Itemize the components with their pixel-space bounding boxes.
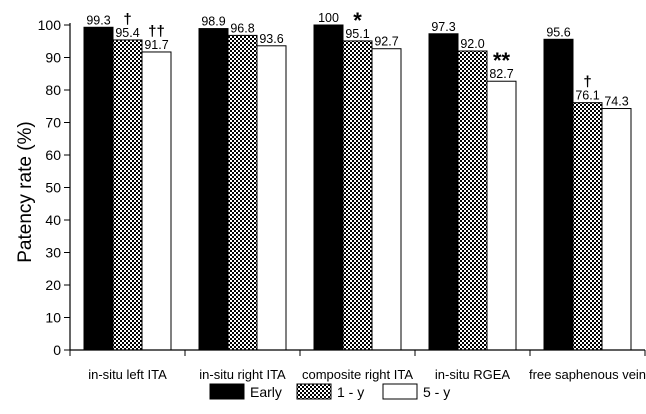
bar-2-0 [313,24,344,351]
bar-3-0 [428,33,459,351]
bar-1-1 [227,34,258,351]
data-label-0-2: 91.7 [144,38,168,52]
data-label-1-0: 98.9 [201,15,225,29]
data-label-4-2: 74.3 [604,95,628,109]
bar-0-2 [141,51,172,351]
significance-marker-0: † [123,11,131,28]
data-label-0-1: 95.4 [115,26,139,40]
legend-swatch-2 [382,383,418,400]
data-label-3-2: 82.7 [489,67,513,81]
bar-2-2 [371,48,402,351]
x-tick-label-3: in-situ RGEA [435,367,510,382]
bars-layer: 99.3 95.4 91.7 98.9 96.8 93.6 100 95.1 92.7 97.3 9… [83,8,632,351]
data-label-0-0: 99.3 [86,13,110,27]
y-tick-label-2: 20 [45,277,61,293]
significance-marker-2: * [353,8,362,33]
bar-1-0 [198,28,229,351]
data-label-3-0: 97.3 [431,20,455,34]
y-tick-label-7: 70 [45,115,61,131]
bar-0-1 [112,39,143,351]
data-label-4-1: 76.1 [575,89,599,103]
y-tick-label-8: 80 [45,82,61,98]
x-tick-label-4: free saphenous vein [529,367,646,382]
axes-layer: in-situ left ITA in-situ right ITA composi… [38,17,646,382]
significance-marker-3: ** [493,48,511,73]
y-tick-label-10: 100 [38,17,62,33]
legend: Early 1 - y 5 - y [209,383,450,400]
legend-label-2: 5 - y [423,384,450,400]
data-label-3-1: 92.0 [460,37,484,51]
y-tick-label-3: 30 [45,245,61,261]
legend-label-0: Early [250,384,282,400]
bar-3-1 [457,50,488,351]
x-tick-label-2: composite right ITA [302,367,413,382]
x-tick-label-1: in-situ right ITA [199,367,286,382]
data-label-2-0: 100 [318,11,339,25]
bar-4-0 [543,38,574,351]
bar-1-2 [256,45,287,351]
bar-2-1 [342,40,373,351]
data-label-2-1: 95.1 [345,27,369,41]
bar-0-0 [83,26,114,351]
y-tick-label-6: 60 [45,147,61,163]
x-tick-label-0: in-situ left ITA [88,367,167,382]
y-tick-label-5: 50 [45,180,61,196]
y-tick-label-0: 0 [53,342,61,358]
data-label-1-1: 96.8 [230,21,254,35]
significance-marker-1: †† [148,23,165,40]
legend-label-1: 1 - y [337,384,364,400]
y-tick-label-9: 90 [45,50,61,66]
legend-swatch-1 [296,383,332,400]
data-label-1-2: 93.6 [259,32,283,46]
y-tick-label-1: 10 [45,310,61,326]
y-tick-label-4: 40 [45,212,61,228]
data-label-2-2: 92.7 [374,35,398,49]
significance-marker-4: † [583,74,591,91]
bar-4-1 [572,102,603,351]
legend-swatch-0 [209,383,245,400]
data-label-4-0: 95.6 [546,25,570,39]
bar-3-2 [486,80,517,351]
y-axis-title: Patency rate (%) [15,121,36,263]
bar-4-2 [601,108,632,351]
